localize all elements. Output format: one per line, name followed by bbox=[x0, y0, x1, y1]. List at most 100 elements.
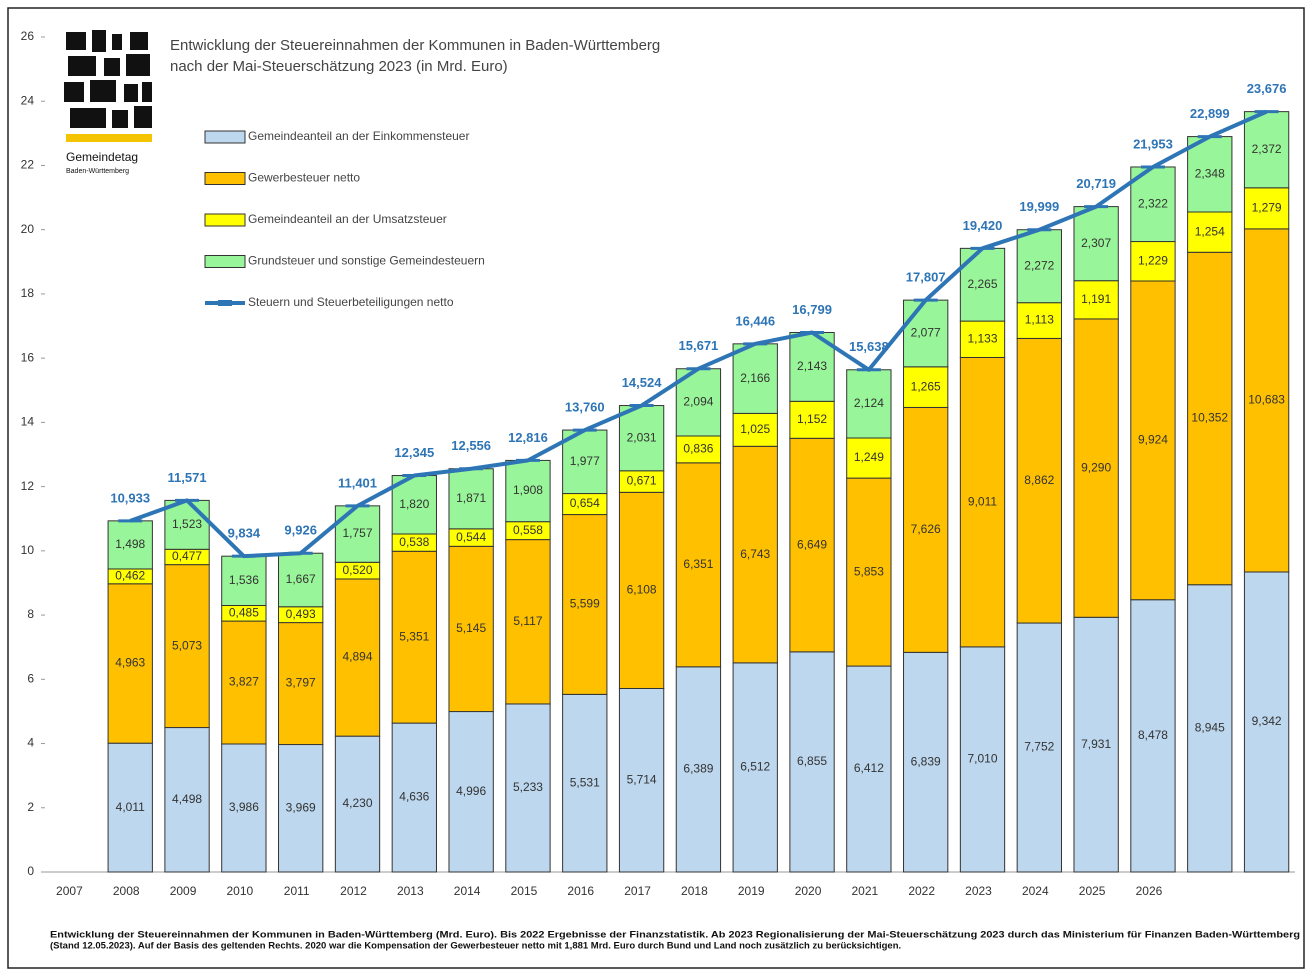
data-label: 2,077 bbox=[911, 326, 941, 340]
bar-segment bbox=[107, 520, 153, 570]
total-label: 11,401 bbox=[338, 475, 377, 490]
bar-segment bbox=[675, 666, 722, 873]
data-label: 6,351 bbox=[683, 557, 713, 571]
data-label: 5,714 bbox=[627, 772, 657, 786]
data-label: 2,124 bbox=[854, 396, 884, 410]
y-tick-label: 14 bbox=[21, 415, 35, 429]
bar-segment bbox=[107, 742, 153, 873]
bar-segment bbox=[448, 711, 494, 873]
logo: Gemeindetag Baden-Württemberg bbox=[64, 30, 152, 175]
data-label: 1,152 bbox=[797, 412, 827, 426]
total-label: 20,719 bbox=[1076, 176, 1116, 191]
total-label: 12,556 bbox=[451, 438, 491, 453]
total-label: 13,760 bbox=[565, 400, 605, 415]
total-label: 16,799 bbox=[792, 302, 832, 317]
bar-segment bbox=[789, 400, 835, 439]
data-label: 1,536 bbox=[229, 573, 259, 587]
chart-title: Entwicklung der Steuereinnahmen der Komm… bbox=[170, 37, 660, 54]
data-label: 2,348 bbox=[1195, 166, 1225, 180]
data-label: 8,862 bbox=[1024, 473, 1054, 487]
x-tick-label: 2007 bbox=[56, 884, 83, 898]
x-tick-label: 2009 bbox=[170, 884, 197, 898]
bar-segment bbox=[675, 435, 722, 464]
data-label: 6,855 bbox=[797, 754, 827, 768]
legend-swatch bbox=[204, 213, 246, 227]
bar-segment bbox=[1073, 318, 1119, 618]
bar-segment bbox=[1243, 187, 1290, 230]
bar-segment bbox=[618, 491, 665, 689]
data-label: 6,512 bbox=[740, 760, 770, 774]
data-label: 5,351 bbox=[399, 629, 429, 643]
data-label: 9,290 bbox=[1081, 460, 1111, 474]
bar-segment bbox=[732, 445, 778, 664]
data-label: 1,523 bbox=[172, 517, 202, 531]
bar-segment bbox=[1130, 599, 1176, 873]
data-label: 0,654 bbox=[570, 496, 600, 510]
x-tick-label: 2022 bbox=[908, 884, 935, 898]
data-label: 2,372 bbox=[1252, 142, 1282, 156]
x-tick-label: 2020 bbox=[795, 884, 822, 898]
x-tick-label: 2016 bbox=[567, 884, 594, 898]
bar-segment bbox=[1243, 571, 1290, 873]
footnote: Entwicklung der Steuereinnahmen der Komm… bbox=[50, 930, 1300, 941]
data-label: 4,963 bbox=[115, 656, 145, 670]
y-tick-label: 22 bbox=[21, 158, 35, 172]
bar-segment bbox=[278, 622, 324, 746]
data-label: 5,599 bbox=[570, 597, 600, 611]
data-label: 0,671 bbox=[627, 474, 657, 488]
y-tick-label: 8 bbox=[27, 607, 34, 621]
bar-segment bbox=[959, 646, 1006, 873]
bar-segment bbox=[562, 693, 608, 873]
bar-segment bbox=[1073, 616, 1119, 873]
data-label: 4,894 bbox=[342, 650, 372, 664]
y-tick-label: 12 bbox=[21, 479, 35, 493]
x-tick-label: 2011 bbox=[284, 884, 310, 898]
total-label: 19,999 bbox=[1019, 199, 1059, 214]
bar-segment bbox=[391, 722, 437, 873]
data-label: 5,145 bbox=[456, 621, 486, 635]
data-label: 0,558 bbox=[513, 523, 543, 537]
y-tick-label: 6 bbox=[27, 671, 34, 685]
bar-segment bbox=[278, 744, 324, 873]
bar-segment bbox=[618, 405, 665, 472]
data-label: 2,322 bbox=[1138, 196, 1168, 210]
legend-swatch bbox=[204, 255, 246, 268]
total-label: 11,571 bbox=[168, 470, 207, 485]
data-label: 5,531 bbox=[570, 775, 600, 789]
bar-segment bbox=[334, 505, 381, 563]
data-label: 2,265 bbox=[967, 277, 997, 291]
bar-segment bbox=[732, 662, 778, 873]
bar-segment bbox=[675, 462, 722, 668]
x-tick-label: 2017 bbox=[624, 884, 651, 898]
bar-segment bbox=[505, 539, 551, 705]
legend-label: Gewerbesteuer netto bbox=[248, 171, 360, 185]
data-label: 3,797 bbox=[286, 676, 316, 690]
total-label: 23,676 bbox=[1247, 81, 1287, 96]
data-label: 0,493 bbox=[286, 607, 316, 621]
bar-segment bbox=[1243, 111, 1290, 189]
bar-segment bbox=[846, 369, 892, 439]
data-label: 2,031 bbox=[627, 430, 657, 444]
total-label: 16,446 bbox=[735, 313, 775, 328]
data-label: 1,908 bbox=[513, 483, 543, 497]
y-tick-label: 2 bbox=[27, 800, 34, 814]
data-label: 6,389 bbox=[683, 762, 713, 776]
data-label: 6,108 bbox=[627, 583, 657, 597]
bar-segment bbox=[391, 475, 437, 535]
data-label: 1,977 bbox=[570, 454, 600, 468]
data-label: 5,073 bbox=[172, 638, 202, 652]
data-label: 1,229 bbox=[1138, 253, 1168, 267]
y-tick-label: 16 bbox=[21, 350, 35, 364]
data-label: 5,853 bbox=[854, 564, 884, 578]
data-label: 10,352 bbox=[1191, 411, 1228, 425]
x-tick-label: 2012 bbox=[340, 884, 367, 898]
data-label: 0,538 bbox=[399, 535, 429, 549]
total-label: 19,420 bbox=[963, 218, 1003, 233]
data-label: 5,117 bbox=[513, 614, 542, 628]
data-label: 1,871 bbox=[456, 491, 486, 505]
data-label: 6,743 bbox=[740, 547, 770, 561]
data-label: 7,010 bbox=[967, 752, 997, 766]
y-tick-label: 20 bbox=[21, 222, 35, 236]
data-label: 0,477 bbox=[172, 549, 202, 563]
